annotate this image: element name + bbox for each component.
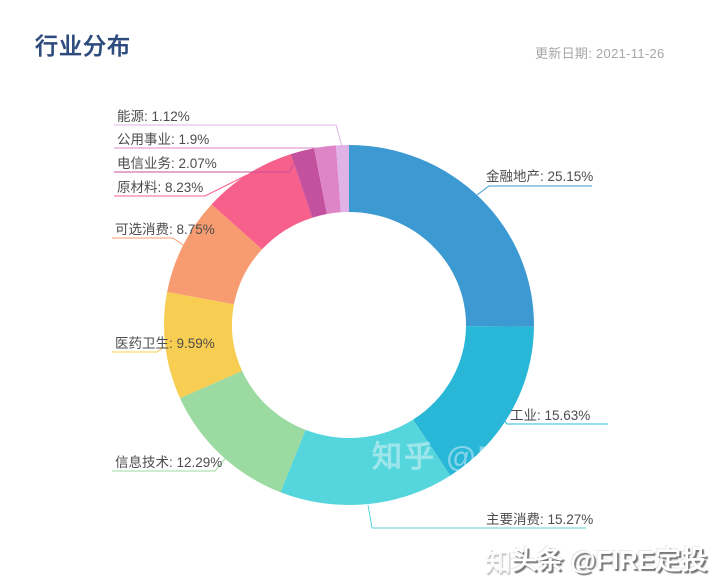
slice-label-公用事业: 公用事业: 1.9% [117,132,209,147]
label-line-工业 [497,412,608,425]
donut-slice-原材料[interactable] [211,154,313,250]
slice-label-医药卫生: 医药卫生: 9.59% [115,336,215,351]
label-line-主要消费 [367,504,586,529]
slice-label-电信业务: 电信业务: 2.07% [117,156,217,171]
watermark-text: 头条 @FIRE定投 [511,545,707,575]
donut-slice-能源[interactable] [336,144,349,213]
slice-label-能源: 能源: 1.12% [117,109,190,124]
label-line-医药卫生 [112,346,165,353]
label-line-金融地产 [476,185,592,196]
donut-slice-信息技术[interactable] [180,370,306,493]
page-title: 行业分布 [35,33,131,59]
slice-label-可选消费: 可选消费: 8.75% [115,222,215,237]
label-line-信息技术 [112,454,229,472]
donut-slice-公用事业[interactable] [314,145,341,214]
donut-slice-工业[interactable] [413,326,534,476]
donut-slice-电信业务[interactable] [290,148,327,218]
donut-slice-主要消费[interactable] [280,419,451,506]
donut-slice-医药卫生[interactable] [163,292,243,399]
slice-label-原材料: 原材料: 8.23% [117,180,203,195]
update-date-label: 更新日期: 2021-11-26 [535,46,665,61]
slice-label-主要消费: 主要消费: 15.27% [486,512,593,527]
donut-slice-金融地产[interactable] [349,145,535,327]
slice-label-信息技术: 信息技术: 12.29% [115,454,222,470]
watermark: 知 头条 @FIRE定投 [485,540,707,577]
slice-label-工业: 工业: 15.63% [510,408,590,423]
label-line-电信业务 [114,151,302,173]
donut-slice-可选消费[interactable] [167,204,263,305]
label-line-能源 [114,124,343,147]
slice-label-金融地产: 金融地产: 25.15% [486,169,593,184]
label-line-可选消费 [112,237,187,248]
watermark-ghost-char: 知 [485,547,512,577]
label-line-原材料 [114,174,248,197]
